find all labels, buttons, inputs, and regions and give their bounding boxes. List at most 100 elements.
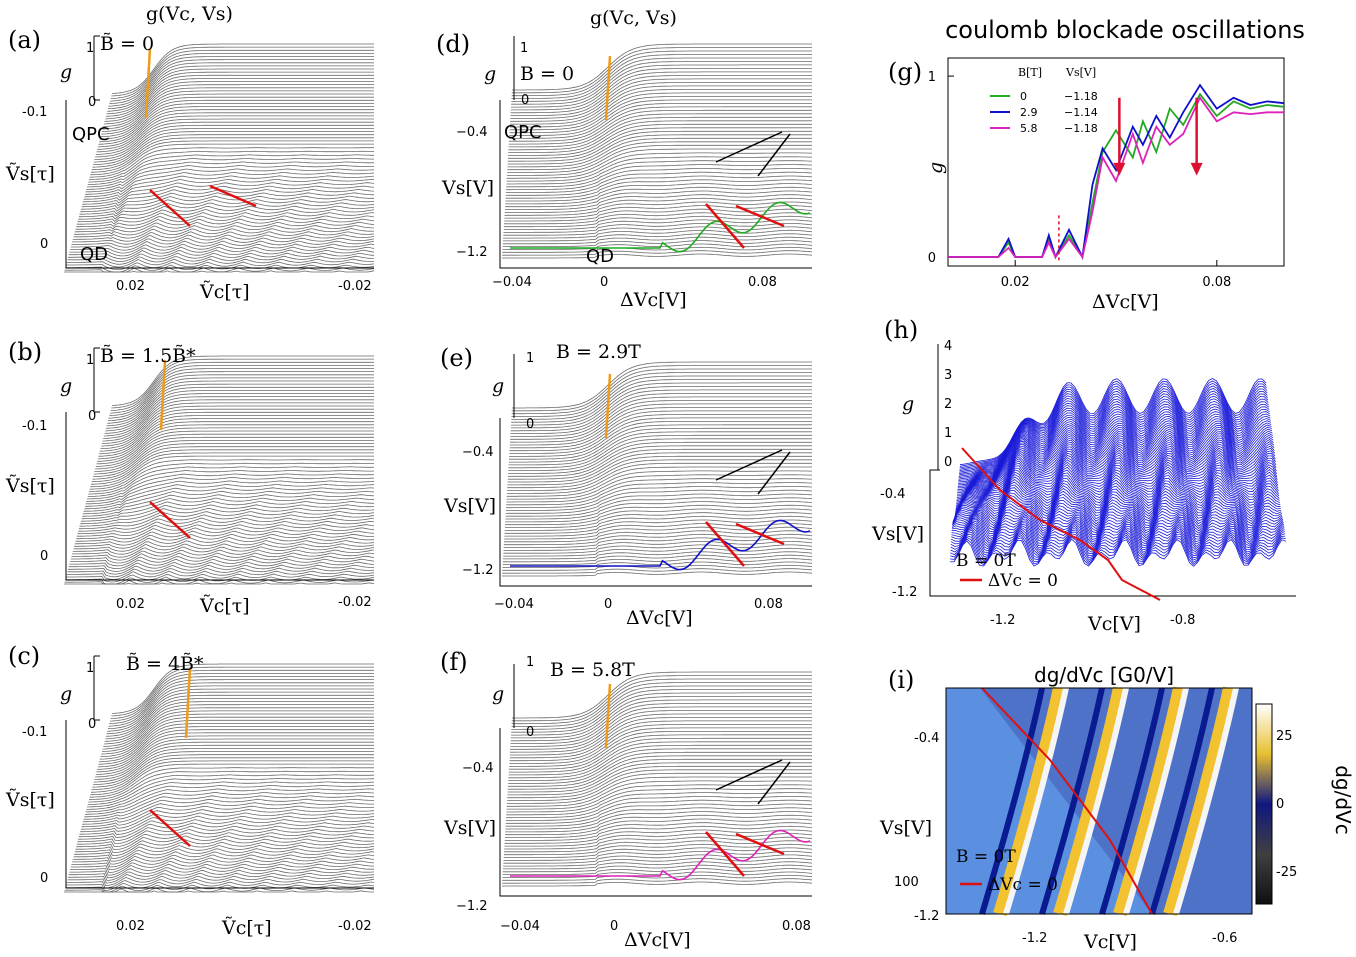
panel-a-title: g(Vc, Vs)	[146, 3, 233, 25]
panel-d-y-tick-1: −0.4	[456, 125, 488, 140]
panel-g-series-line	[948, 96, 1284, 260]
panel-c-trace	[107, 682, 374, 730]
panel-h-trace	[953, 482, 1280, 521]
panel-c-trace	[97, 732, 374, 770]
panel-c-trace	[108, 679, 374, 727]
panel-h-trace	[957, 426, 1272, 495]
panel-b-trace	[91, 449, 374, 483]
panel-h-trace	[950, 534, 1286, 564]
panel-d-trace	[502, 253, 813, 259]
panel-b-trace	[93, 443, 374, 477]
panel-a-x-label: Ṽc[τ]	[199, 281, 250, 303]
panel-b-x-tick-1: 0.02	[116, 597, 145, 612]
panel-f-trace	[510, 706, 812, 747]
panel-d-trace	[506, 160, 812, 185]
panel-h-trace	[950, 532, 1286, 562]
panel-h-trace	[954, 461, 1277, 517]
panel-g-legend-name: 2.9	[1020, 106, 1038, 119]
panel-e-trace	[511, 368, 812, 415]
panel-e-trace	[511, 365, 812, 412]
panel-a-region-qd: QD	[80, 244, 108, 265]
panel-f-trace	[511, 689, 812, 733]
panel-a-trace	[70, 243, 375, 254]
panel-f-trace	[502, 868, 813, 875]
panel-h-trace	[956, 434, 1274, 502]
panel-b-trace	[95, 430, 374, 467]
panel-c-trace	[70, 860, 375, 873]
panel-a-trace	[97, 112, 374, 150]
panel-h-trace	[952, 508, 1282, 535]
panel-f-trace	[508, 744, 812, 779]
panel-a-trace	[66, 261, 375, 271]
panel-b-trace	[97, 424, 374, 462]
panel-d-trace	[504, 205, 813, 219]
panel-d-waterfall	[499, 36, 813, 269]
panel-b-trace	[96, 427, 374, 465]
panel-d-trace	[509, 99, 812, 136]
panel-h-z-label: g	[902, 393, 914, 415]
panel-f-trace	[505, 818, 813, 836]
panel-d-trace	[502, 240, 813, 247]
panel-a-trace	[87, 158, 374, 185]
panel-c-trace	[66, 878, 375, 889]
panel-b-red-line	[149, 501, 191, 539]
panel-c-trace	[75, 838, 375, 853]
panel-d-trace	[508, 106, 812, 142]
panel-e-orange-line	[604, 373, 612, 439]
panel-a-trace	[79, 199, 375, 215]
panel-b-field-label: B̃ = 1.5B̃*	[100, 345, 196, 367]
panel-f-trace	[510, 696, 812, 739]
panel-h-trace	[951, 521, 1284, 550]
panel-c-trace	[77, 828, 375, 844]
panel-h-trace	[951, 523, 1284, 552]
panel-d-trace	[507, 127, 812, 159]
panel-e-trace	[504, 515, 813, 531]
panel-i-x-label: Vc[V]	[1083, 931, 1137, 953]
panel-c-z-tick-0: 0	[88, 717, 96, 732]
panel-g-arrowhead	[1190, 162, 1203, 176]
panel-b-orange-line	[159, 359, 167, 431]
panel-e-trace	[505, 504, 813, 523]
panel-e-trace	[509, 417, 812, 454]
panel-c-y-label: Ṽs[τ]	[5, 789, 55, 811]
panel-e-x-label: ΔVc[V]	[626, 607, 693, 629]
panel-b-trace	[93, 440, 374, 475]
panel-c-trace	[76, 835, 374, 850]
panel-b-trace	[70, 552, 375, 564]
panel-c-trace	[95, 741, 374, 778]
panel-f-trace	[505, 803, 813, 824]
panel-f-trace	[510, 699, 812, 742]
panel-d-trace	[511, 47, 812, 94]
panel-c-trace	[107, 685, 374, 732]
panel-f-trace	[506, 796, 813, 819]
panel-e-trace	[503, 551, 813, 560]
panel-f-trace	[510, 703, 812, 744]
panel-a-y-label: Ṽs[τ]	[5, 163, 55, 185]
panel-c-trace	[65, 884, 375, 893]
panel-b-trace	[70, 555, 375, 567]
panel-d-frame	[499, 100, 812, 269]
panel-c-trace	[85, 788, 375, 813]
panel-f-trace	[511, 685, 812, 730]
panel-i-stripe-yellow	[1113, 686, 1187, 917]
panel-d-trace	[503, 223, 813, 233]
panel-e-trace	[504, 519, 813, 534]
panel-a-trace	[108, 59, 374, 107]
panel-h-x-label: Vc[V]	[1087, 613, 1141, 635]
panel-d-trace	[512, 43, 812, 91]
panel-h-trace	[956, 439, 1274, 505]
panel-h-trace	[955, 441, 1275, 506]
panel-h-trace	[954, 454, 1276, 515]
panel-c-x-label: Ṽc[τ]	[221, 917, 272, 939]
panel-d-title: g(Vc, Vs)	[590, 7, 677, 29]
panel-b-trace	[101, 405, 374, 447]
panel-f-trace	[512, 671, 812, 719]
panel-c-trace	[84, 791, 375, 815]
panel-c-z-label: g	[60, 683, 72, 705]
panel-a-trace	[109, 56, 374, 105]
panel-h-trace	[955, 449, 1276, 512]
panel-f-trace	[502, 874, 813, 881]
panel-b-trace	[111, 355, 374, 406]
panel-a-trace	[73, 228, 375, 239]
panel-d-trace	[502, 250, 813, 256]
